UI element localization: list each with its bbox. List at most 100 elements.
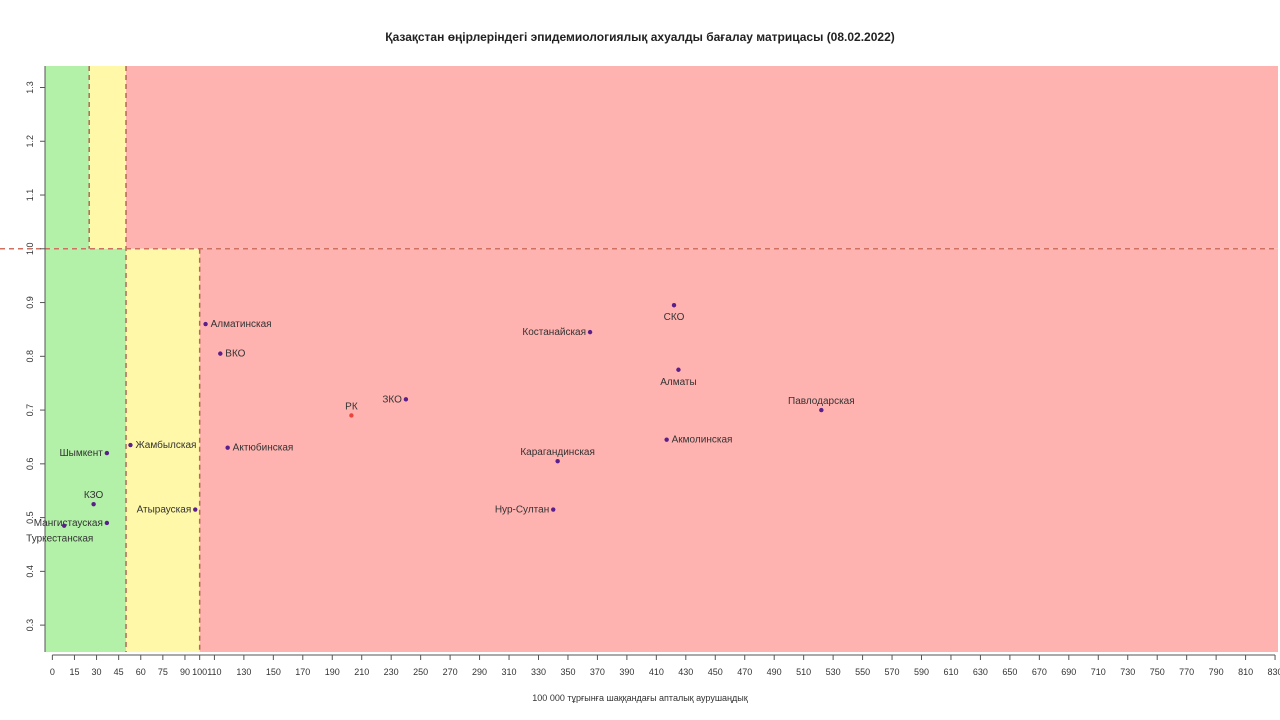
point-label: ВКО <box>225 349 245 360</box>
x-tick-label: 770 <box>1179 667 1194 677</box>
x-tick-label: 730 <box>1120 667 1135 677</box>
point-label: Павлодарская <box>788 396 855 407</box>
x-tick-label: 450 <box>708 667 723 677</box>
y-tick-label: 0.5 <box>25 511 35 524</box>
x-tick-label: 750 <box>1150 667 1165 677</box>
point-marker <box>203 321 208 327</box>
zone-2 <box>126 66 1279 249</box>
point-label: Шымкент <box>59 448 103 459</box>
x-tick-label: 310 <box>502 667 517 677</box>
y-tick-label: 0.3 <box>25 619 35 632</box>
y-tick-label: 0.6 <box>25 458 35 471</box>
x-tick-label: 330 <box>531 667 546 677</box>
x-tick-label: 90 <box>180 667 190 677</box>
y-tick-label: 0.7 <box>25 404 35 417</box>
x-tick-label: 550 <box>855 667 870 677</box>
point-marker <box>671 303 677 308</box>
point-marker <box>403 397 409 402</box>
x-tick-label: 75 <box>158 667 168 677</box>
x-tick-label: 670 <box>1032 667 1047 677</box>
y-tick-label: 0.9 <box>25 296 35 309</box>
chart-title: Қазақстан өңірлеріндегі эпидемиологиялық… <box>385 30 895 44</box>
point-label: Нур-Султан <box>495 505 549 516</box>
point-marker <box>218 351 223 356</box>
point-label: РК <box>345 401 358 412</box>
x-tick-label: 410 <box>649 667 664 677</box>
point-marker <box>128 442 133 448</box>
point-marker <box>587 329 593 335</box>
zone-4 <box>126 248 200 652</box>
x-tick-label: 270 <box>443 667 458 677</box>
point-label: Жамбылская <box>135 439 196 451</box>
point-marker <box>676 367 681 372</box>
zone-3 <box>45 248 127 652</box>
y-tick-label: 1.1 <box>25 189 35 202</box>
x-tick-label: 15 <box>69 667 79 677</box>
x-tick-label: 100 <box>192 667 207 677</box>
point-marker <box>664 437 669 442</box>
point-marker <box>61 523 67 528</box>
point-marker <box>551 507 556 512</box>
point-marker <box>104 450 110 456</box>
x-tick-label: 690 <box>1061 667 1076 677</box>
x-tick-label: 250 <box>413 667 428 677</box>
x-axis-label: 100 000 тұрғынға шаққандағы апталық ауру… <box>532 693 748 703</box>
point-marker <box>193 507 198 512</box>
x-tick-label: 570 <box>885 667 900 677</box>
y-tick-label: 0.8 <box>25 350 35 363</box>
point-marker <box>225 445 230 450</box>
x-tick-label: 510 <box>796 667 811 677</box>
x-tick-label: 430 <box>678 667 693 677</box>
point-label: Акмолинская <box>672 435 733 446</box>
point-label: Карагандинская <box>520 447 595 458</box>
x-tick-label: 530 <box>826 667 841 677</box>
point-label: Туркестанская <box>26 534 93 545</box>
point-label: Алматы <box>660 377 697 388</box>
point-label: Мангистауская <box>34 518 103 529</box>
y-tick-label: 1.2 <box>25 135 35 148</box>
point-label: Алматинская <box>211 319 272 330</box>
x-tick-label: 45 <box>114 667 124 677</box>
x-tick-label: 710 <box>1091 667 1106 677</box>
point-marker <box>555 458 560 464</box>
x-tick-label: 30 <box>92 667 102 677</box>
x-tick-label: 790 <box>1209 667 1224 677</box>
x-tick-label: 610 <box>943 667 958 677</box>
point-marker <box>91 501 96 507</box>
y-tick-label: 0.4 <box>25 565 35 578</box>
x-tick-label: 350 <box>560 667 575 677</box>
x-tick-label: 810 <box>1238 667 1253 677</box>
x-tick-label: 210 <box>354 667 369 677</box>
point-label: ЗКО <box>382 394 402 405</box>
y-tick-label: 1.0 <box>25 243 35 256</box>
x-tick-label: 470 <box>737 667 752 677</box>
point-label: КЗО <box>84 490 104 501</box>
point-marker <box>104 520 110 526</box>
x-tick-label: 130 <box>236 667 251 677</box>
x-tick-label: 490 <box>767 667 782 677</box>
x-tick-label: 590 <box>914 667 929 677</box>
point-marker <box>349 413 354 418</box>
x-tick-label: 170 <box>295 667 310 677</box>
point-label: Актюбинская <box>233 442 294 454</box>
x-tick-label: 370 <box>590 667 605 677</box>
zone-1 <box>89 66 127 249</box>
x-tick-label: 230 <box>384 667 399 677</box>
x-tick-label: 650 <box>1002 667 1017 677</box>
x-tick-label: 0 <box>50 667 55 677</box>
x-tick-label: 390 <box>619 667 634 677</box>
x-tick-label: 290 <box>472 667 487 677</box>
point-label: Атырауская <box>137 505 192 516</box>
point-label: Костанайская <box>522 327 586 338</box>
x-tick-label: 630 <box>973 667 988 677</box>
x-tick-label: 110 <box>207 667 221 677</box>
x-tick-label: 830 <box>1268 667 1280 677</box>
point-marker <box>819 407 824 413</box>
point-label: СКО <box>664 312 685 323</box>
zone-0 <box>45 66 90 249</box>
x-tick-label: 190 <box>325 667 340 677</box>
x-tick-label: 150 <box>266 667 281 677</box>
x-tick-label: 60 <box>136 667 146 677</box>
